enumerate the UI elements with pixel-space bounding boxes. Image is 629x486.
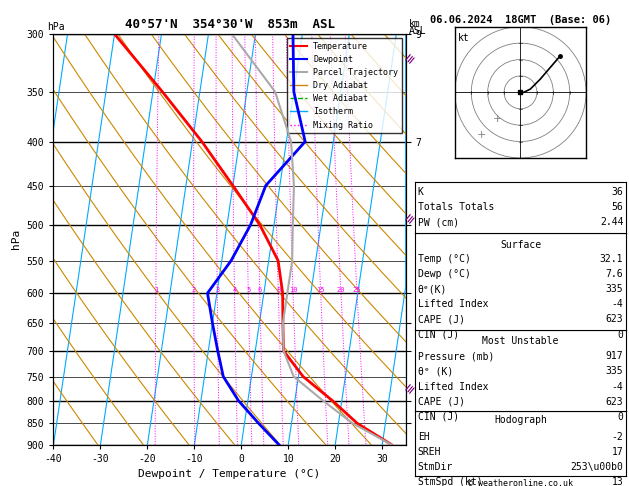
Y-axis label: hPa: hPa <box>11 229 21 249</box>
Title: 40°57'N  354°30'W  853m  ASL: 40°57'N 354°30'W 853m ASL <box>125 18 335 32</box>
Text: 3: 3 <box>215 287 220 293</box>
Y-axis label: Mixing Ratio (g/kg): Mixing Ratio (g/kg) <box>438 184 448 295</box>
Text: 0: 0 <box>618 330 623 340</box>
Text: 32.1: 32.1 <box>600 254 623 264</box>
Text: SREH: SREH <box>418 447 441 457</box>
Text: 8: 8 <box>276 287 281 293</box>
Text: Temp (°C): Temp (°C) <box>418 254 470 264</box>
Text: kt: kt <box>458 33 470 43</box>
Text: 10: 10 <box>289 287 298 293</box>
Text: +: + <box>493 114 502 123</box>
Text: 917: 917 <box>606 351 623 362</box>
Text: θᵉ (K): θᵉ (K) <box>418 366 453 377</box>
Text: 56: 56 <box>611 202 623 212</box>
Text: 7.6: 7.6 <box>606 269 623 279</box>
Text: 2.44: 2.44 <box>600 217 623 227</box>
Text: CIN (J): CIN (J) <box>418 412 459 422</box>
Text: 36: 36 <box>611 187 623 197</box>
Text: 4: 4 <box>232 287 237 293</box>
Text: -2: -2 <box>611 432 623 442</box>
Text: 15: 15 <box>316 287 325 293</box>
Text: 623: 623 <box>606 314 623 325</box>
X-axis label: Dewpoint / Temperature (°C): Dewpoint / Temperature (°C) <box>138 469 321 479</box>
Text: StmSpd (kt): StmSpd (kt) <box>418 477 482 486</box>
Text: EH: EH <box>418 432 430 442</box>
Text: ≡: ≡ <box>401 50 419 67</box>
Text: 17: 17 <box>611 447 623 457</box>
Text: +: + <box>476 130 486 140</box>
Text: 2: 2 <box>192 287 196 293</box>
Text: ≡: ≡ <box>401 381 419 397</box>
Text: Dewp (°C): Dewp (°C) <box>418 269 470 279</box>
Legend: Temperature, Dewpoint, Parcel Trajectory, Dry Adiabat, Wet Adiabat, Isotherm, Mi: Temperature, Dewpoint, Parcel Trajectory… <box>287 38 401 133</box>
Text: 335: 335 <box>606 366 623 377</box>
Text: hPa: hPa <box>47 21 65 32</box>
Text: Lifted Index: Lifted Index <box>418 299 488 310</box>
Text: 25: 25 <box>353 287 361 293</box>
Text: CIN (J): CIN (J) <box>418 330 459 340</box>
Text: ASL: ASL <box>409 26 426 36</box>
Text: Surface: Surface <box>500 240 541 250</box>
Text: K: K <box>418 187 423 197</box>
Text: CAPE (J): CAPE (J) <box>418 314 465 325</box>
Text: 6: 6 <box>258 287 262 293</box>
Text: 623: 623 <box>606 397 623 407</box>
Text: 253\u00b0: 253\u00b0 <box>571 462 623 472</box>
Text: 0: 0 <box>618 412 623 422</box>
Text: © weatheronline.co.uk: © weatheronline.co.uk <box>468 479 573 486</box>
Text: Totals Totals: Totals Totals <box>418 202 494 212</box>
Text: Hodograph: Hodograph <box>494 415 547 425</box>
Text: 1: 1 <box>153 287 158 293</box>
Text: 335: 335 <box>606 284 623 295</box>
Text: 06.06.2024  18GMT  (Base: 06): 06.06.2024 18GMT (Base: 06) <box>430 15 611 25</box>
Text: Most Unstable: Most Unstable <box>482 336 559 346</box>
Text: PW (cm): PW (cm) <box>418 217 459 227</box>
Text: 13: 13 <box>611 477 623 486</box>
Text: 20: 20 <box>337 287 345 293</box>
Text: θᵉ(K): θᵉ(K) <box>418 284 447 295</box>
Text: CAPE (J): CAPE (J) <box>418 397 465 407</box>
Text: StmDir: StmDir <box>418 462 453 472</box>
Text: -4: -4 <box>611 299 623 310</box>
Text: ≡: ≡ <box>401 210 419 227</box>
Text: Lifted Index: Lifted Index <box>418 382 488 392</box>
Text: Pressure (mb): Pressure (mb) <box>418 351 494 362</box>
Text: 5: 5 <box>246 287 250 293</box>
Text: -4: -4 <box>611 382 623 392</box>
Text: km: km <box>409 19 421 29</box>
